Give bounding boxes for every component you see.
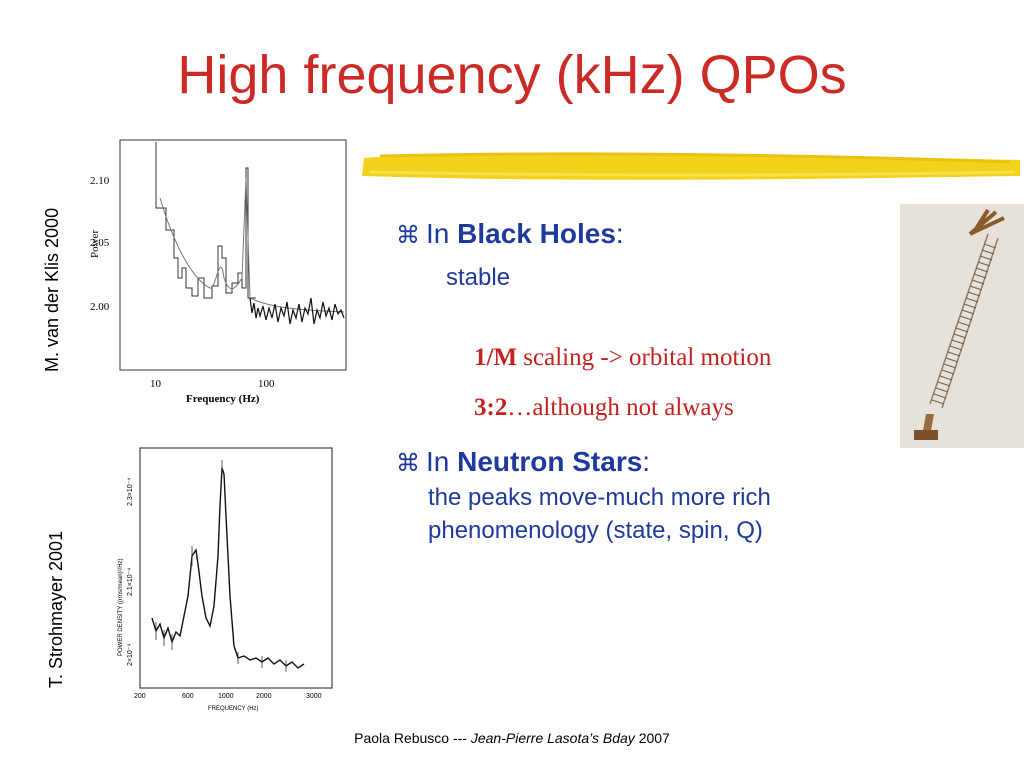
y-tick-label: 2×10⁻⁴ [127,644,134,666]
bullet-text: In Black Holes: [426,218,624,250]
command-bullet-icon: ⌘ [396,222,420,249]
citation-strohmayer: T. Strohmayer 2001 [46,530,66,688]
plot-frame [139,447,333,689]
x-tick-label: 100 [258,378,275,390]
spring-photo [900,204,1024,448]
power-density-figure-bottom: 2.3×10⁻⁴ 2.1×10⁻⁴ 2×10⁻⁴ POWER DENSITY (… [118,447,333,712]
footer: Paola Rebusco --- Jean-Pierre Lasota’s B… [0,730,1024,746]
x-tick-label: 200 [134,693,146,700]
y-tick-label: 2.1×10⁻⁴ [127,568,134,596]
x-axis-label: FREQUENCY (Hz) [208,706,259,712]
bullet-prefix: In [426,446,458,478]
x-tick-label: 10 [150,378,162,390]
x-tick-label: 3000 [306,693,322,700]
spectrum-histogram [155,142,256,299]
ratio-rest: …although not always [507,394,734,422]
bullet-text: In Neutron Stars: [426,446,650,478]
footer-event: Jean-Pierre Lasota’s Bday [470,730,635,746]
power-spectrum-figure-top: 2.10 2.05 2.00 Power 10 100 Frequency (H… [89,139,347,405]
scaling-rest: scaling -> orbital motion [517,344,772,372]
x-tick-label: 2000 [256,693,272,700]
bullet-neutron-stars: ⌘ In Neutron Stars: [396,446,906,478]
plot-frame [119,139,347,371]
x-tick-label: 1000 [218,693,234,700]
stable-text: stable [446,264,511,291]
y-axis-label: POWER DENSITY ((rms/mean)²/Hz) [118,558,124,656]
bullet-suffix: : [615,218,624,249]
scaling-line: 1/M scaling -> orbital motion [474,344,906,372]
yellow-highlight-stroke [362,152,1020,180]
scaling-bold: 1/M [474,344,518,372]
bullet-list: ⌘ In Black Holes: stable 1/M scaling -> … [396,218,906,547]
x-axis-label: Frequency (Hz) [186,393,260,405]
citation-van-der-klis: M. van der Klis 2000 [42,207,62,372]
command-bullet-icon: ⌘ [396,450,420,478]
slide-title: High frequency (kHz) QPOs [177,45,847,105]
power-density-curve [151,467,305,669]
bullet-black-holes: ⌘ In Black Holes: [396,218,906,250]
ratio-bold: 3:2 [474,394,508,422]
footer-year: 2007 [634,730,670,746]
footer-author: Paola Rebusco --- [354,730,471,746]
y-tick-label: 2.00 [90,301,110,313]
x-tick-label: 600 [182,693,194,700]
y-tick-label: 2.3×10⁻⁴ [127,478,134,506]
spectrum-noise [249,297,345,325]
bullet-suffix: : [642,446,651,478]
y-tick-label: 2.05 [90,237,110,249]
bullet-prefix: In [426,218,458,249]
error-bars [155,460,287,672]
ratio-line: 3:2…although not always [474,394,906,422]
bullet-strong: Neutron Stars [457,446,643,478]
y-axis-label: Power [89,230,101,258]
y-tick-label: 2.10 [90,175,110,187]
spectrum-fit-curve [159,177,345,313]
bullet-strong: Black Holes [457,218,616,249]
neutron-stars-description: the peaks move-much more rich phenomenol… [428,484,771,544]
